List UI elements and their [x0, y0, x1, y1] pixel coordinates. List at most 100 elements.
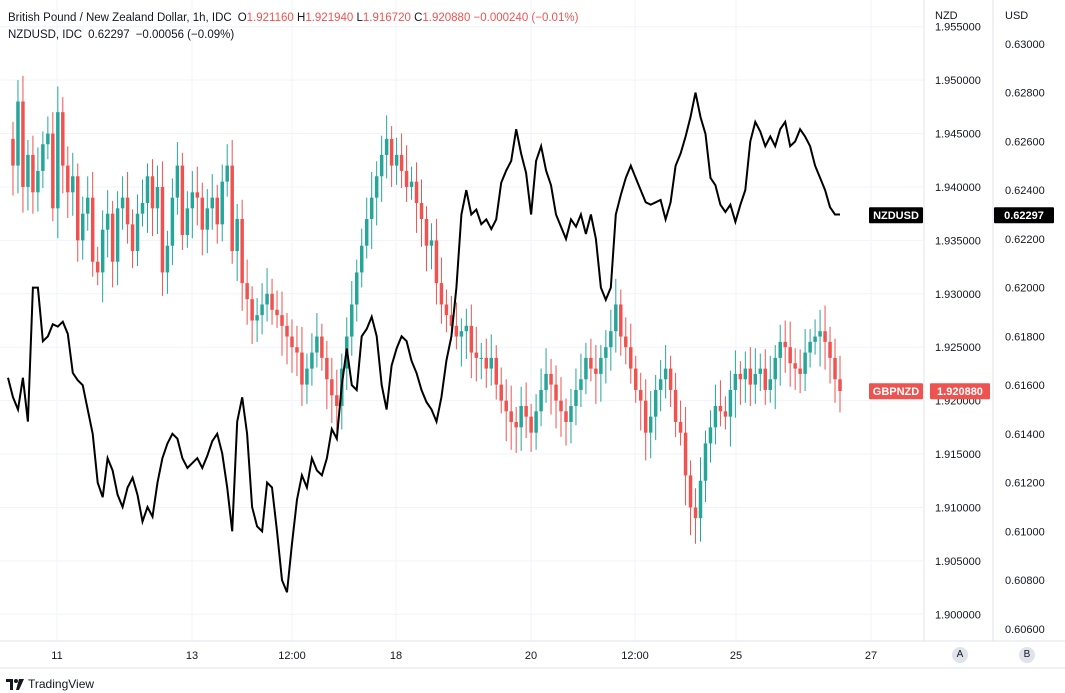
- candle-body: [389, 138, 394, 166]
- gbpnzd-price-tag: [930, 383, 990, 400]
- candle-body: [454, 325, 459, 337]
- candle-body: [61, 112, 65, 166]
- candle-body: [170, 197, 175, 246]
- candle-body: [31, 154, 35, 193]
- candle-body: [479, 357, 484, 359]
- candle-body: [120, 197, 125, 209]
- candle-body: [708, 427, 713, 444]
- candle-body: [315, 336, 319, 353]
- candle-body: [494, 357, 498, 385]
- left-axis-title: NZD: [935, 10, 958, 22]
- right-tick-label: 0.60800: [1005, 575, 1045, 587]
- candle-body: [604, 347, 608, 358]
- time-axis[interactable]: 11 13 12:00 18 20 12:00 25 27: [51, 650, 877, 662]
- left-price-axis[interactable]: 1.955000 1.950000 1.945000 1.940000 1.935000…: [935, 22, 981, 622]
- candle-body: [235, 219, 239, 252]
- candle-body: [300, 352, 304, 385]
- candle-body: [350, 304, 354, 337]
- right-tick-label: 0.62600: [1005, 136, 1045, 148]
- candle-body: [803, 352, 807, 374]
- candle-body: [713, 405, 718, 428]
- candle-body: [145, 176, 150, 203]
- candle-body: [753, 373, 758, 385]
- candle-body: [554, 384, 558, 401]
- candle-body: [115, 208, 120, 262]
- auto-scale-button[interactable]: A: [952, 647, 968, 663]
- nzdusd-price-tag: [994, 207, 1054, 224]
- legend: British Pound / New Zealand Dollar, 1h, …: [8, 10, 578, 44]
- candle-body: [529, 416, 533, 433]
- candle-body: [599, 357, 603, 374]
- legend-change: −0.000240 (−0.01%): [473, 12, 579, 24]
- candle-body: [574, 389, 578, 406]
- candle-body: [180, 165, 185, 236]
- candle-body: [524, 405, 528, 417]
- left-tick-label: 1.925000: [935, 342, 981, 354]
- tradingview-logo-icon: [6, 678, 24, 690]
- legend-l-label: L: [356, 12, 363, 24]
- candle-body: [16, 101, 20, 166]
- candle-body: [359, 245, 364, 273]
- time-tick-label: 18: [390, 650, 402, 662]
- candle-body: [444, 304, 449, 316]
- candle-body: [384, 138, 389, 155]
- candle-body: [788, 347, 792, 364]
- candle-body: [504, 400, 508, 412]
- candle-body: [813, 336, 817, 342]
- candle-body: [673, 389, 678, 422]
- time-tick-label: 12:00: [621, 650, 649, 662]
- nzdusd-series-tag: [869, 207, 923, 224]
- candle-body: [569, 405, 573, 422]
- candle-body: [330, 379, 334, 396]
- candle-body: [305, 368, 309, 385]
- candle-body: [768, 379, 772, 390]
- scale-b-button[interactable]: B: [1019, 647, 1035, 663]
- candle-body: [404, 170, 409, 187]
- time-tick-label: 27: [865, 650, 877, 662]
- candle-body: [688, 475, 693, 508]
- candle-body: [434, 240, 439, 284]
- candle-body: [335, 395, 339, 406]
- left-tick-label: 1.930000: [935, 289, 981, 301]
- candle-body: [838, 379, 842, 392]
- gbpnzd-series-label: GBPNZD: [873, 386, 920, 398]
- right-price-axis[interactable]: 0.63000 0.62800 0.62600 0.62400 0.62200 0.620…: [1005, 39, 1045, 636]
- tradingview-brand: TradingView: [28, 677, 95, 691]
- candle-body: [374, 176, 379, 198]
- candle-body: [185, 208, 190, 236]
- tradingview-logo[interactable]: TradingView: [6, 677, 94, 691]
- candle-body: [693, 507, 698, 519]
- candle-body: [489, 357, 494, 369]
- candle-body: [723, 411, 728, 417]
- price-tags: NZDUSD 0.62297 GBPNZD 1.920880: [869, 207, 1054, 400]
- candle-body: [155, 186, 160, 209]
- time-tick-label: 11: [51, 650, 62, 662]
- candle-body: [594, 368, 598, 374]
- time-tick-label: 13: [186, 650, 198, 662]
- right-tick-label: 0.61800: [1005, 331, 1045, 343]
- legend-second-name: NZDUSD, IDC: [8, 29, 83, 41]
- candle-body: [614, 304, 618, 332]
- candle-body: [743, 368, 748, 380]
- candle-body: [469, 325, 474, 353]
- candle-body: [818, 331, 822, 337]
- gbpnzd-candles: [11, 75, 842, 544]
- candle-body: [718, 405, 723, 412]
- candle-body: [90, 197, 95, 262]
- candle-body: [638, 389, 643, 401]
- candle-body: [210, 197, 215, 209]
- candle-body: [46, 133, 50, 145]
- candle-body: [250, 299, 254, 321]
- candle-body: [295, 347, 299, 353]
- candle-body: [514, 421, 518, 428]
- right-axis-title: USD: [1005, 10, 1029, 22]
- right-tick-label: 0.61000: [1005, 526, 1045, 538]
- candle-body: [773, 357, 777, 380]
- candle-body: [459, 331, 464, 337]
- candle-body: [474, 352, 479, 358]
- time-tick-label: 12:00: [278, 650, 306, 662]
- candle-body: [215, 197, 219, 225]
- candle-body: [369, 197, 374, 220]
- candle-body: [105, 213, 110, 230]
